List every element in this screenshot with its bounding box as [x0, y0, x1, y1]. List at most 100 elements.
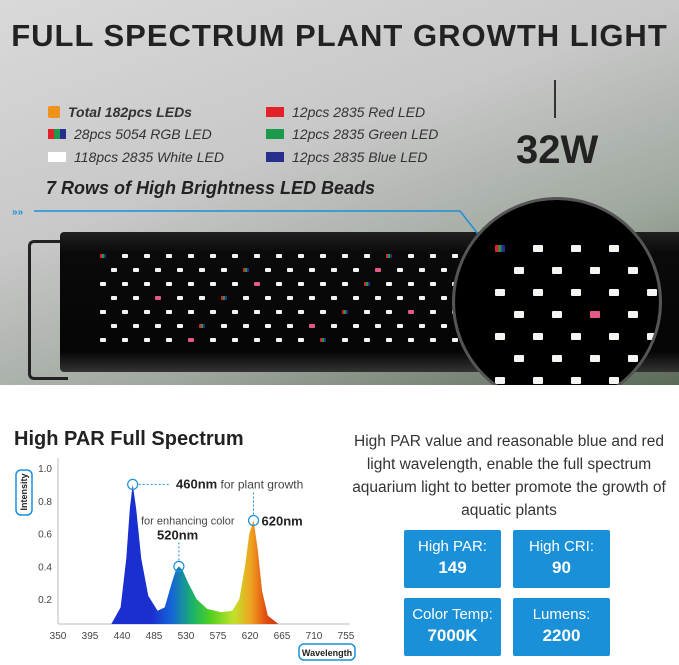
led-bead — [364, 282, 370, 287]
spectrum-chart: 350 395 440 485 530 575 620 665 710 755 0.2 0.4 0.6 0… — [15, 458, 356, 661]
led-bead — [188, 310, 194, 315]
annotation-620: 620nm — [262, 513, 303, 528]
legend-rgb: 28pcs 5054 RGB LED — [48, 126, 212, 142]
led-bead — [647, 377, 657, 384]
led-bead — [144, 282, 150, 287]
led-bead — [590, 311, 600, 318]
led-bead — [647, 245, 657, 252]
led-bead — [397, 296, 403, 301]
led-bead — [265, 296, 271, 301]
legend-red: 12pcs 2835 Red LED — [266, 104, 425, 120]
led-bead — [375, 296, 381, 301]
led-bead — [571, 377, 581, 384]
annotation-520: 520nm — [157, 527, 198, 542]
legend-blue: 12pcs 2835 Blue LED — [266, 149, 427, 165]
led-bead — [254, 282, 260, 287]
x-tick-label: 530 — [178, 631, 195, 642]
wattage: 32W — [516, 128, 599, 172]
led-bead — [514, 311, 524, 318]
green-swatch — [266, 129, 284, 139]
annotation-520-text: for enhancing color — [141, 515, 235, 527]
stat-lumens: Lumens: 2200 — [513, 598, 610, 656]
legend-green: 12pcs 2835 Green LED — [266, 126, 438, 142]
led-bead — [254, 310, 260, 315]
led-bead — [331, 296, 337, 301]
led-bead — [166, 282, 172, 287]
led-bead — [590, 267, 600, 274]
led-bead — [111, 268, 117, 273]
led-bead — [353, 296, 359, 301]
led-bead — [166, 254, 172, 259]
led-bead — [254, 254, 260, 259]
led-bead — [155, 268, 161, 273]
led-bead — [495, 289, 505, 296]
led-bead — [533, 289, 543, 296]
led-bead — [254, 338, 260, 343]
led-bead — [342, 338, 348, 343]
led-bead — [276, 254, 282, 259]
led-bead — [342, 254, 348, 259]
led-bead — [188, 254, 194, 259]
y-tick-label: 0.2 — [38, 595, 52, 606]
led-bead — [452, 254, 458, 259]
x-tick-label: 395 — [82, 631, 99, 642]
led-bead — [166, 310, 172, 315]
pointer-line: »» — [12, 207, 482, 240]
led-bead — [111, 296, 117, 301]
chip-icon — [48, 106, 60, 118]
led-bead — [408, 310, 414, 315]
white-swatch — [48, 152, 66, 162]
led-bead — [364, 310, 370, 315]
blue-swatch — [266, 152, 284, 162]
product-photo: FULL SPECTRUM PLANT GROWTH LIGHT Total 1… — [0, 0, 679, 385]
y-axis-label: Intensity — [19, 473, 29, 510]
led-bead — [309, 296, 315, 301]
led-bead — [287, 268, 293, 273]
led-bead — [232, 282, 238, 287]
led-bead — [111, 324, 117, 329]
led-bead — [375, 324, 381, 329]
led-bead — [320, 282, 326, 287]
led-bead — [430, 310, 436, 315]
x-tick-label: 440 — [114, 631, 131, 642]
led-bead — [243, 268, 249, 273]
led-bead — [609, 289, 619, 296]
led-bead — [133, 324, 139, 329]
led-bead — [441, 268, 447, 273]
chart-title: High PAR Full Spectrum — [14, 428, 244, 450]
led-bead — [609, 333, 619, 340]
led-bead — [298, 338, 304, 343]
rgb-swatch — [48, 129, 66, 139]
magnified-led-view — [452, 197, 662, 385]
led-bead — [199, 324, 205, 329]
led-bead — [276, 310, 282, 315]
x-axis-label: Wavelength — [302, 648, 352, 658]
y-tick-label: 1.0 — [38, 464, 52, 475]
led-bead — [320, 310, 326, 315]
y-label-badge — [15, 469, 33, 516]
led-bead — [199, 268, 205, 273]
led-bead — [590, 355, 600, 362]
led-bead — [386, 282, 392, 287]
red-swatch — [266, 107, 284, 117]
led-bead — [430, 338, 436, 343]
led-bead — [353, 268, 359, 273]
led-bead — [320, 254, 326, 259]
led-bead — [122, 282, 128, 287]
headline: FULL SPECTRUM PLANT GROWTH LIGHT — [11, 18, 668, 53]
stat-color-temp: Color Temp: 7000K — [404, 598, 501, 656]
led-bead — [144, 338, 150, 343]
led-bead — [533, 377, 543, 384]
x-tick-label: 755 — [338, 631, 355, 642]
led-bead — [495, 377, 505, 384]
led-bead — [353, 324, 359, 329]
led-bead — [430, 282, 436, 287]
led-bead — [331, 324, 337, 329]
x-tick-label: 350 — [50, 631, 67, 642]
x-tick-label: 485 — [146, 631, 163, 642]
led-bead — [452, 338, 458, 343]
legend-total: Total 182pcs LEDs — [48, 104, 192, 120]
led-bead — [122, 310, 128, 315]
led-bead — [276, 282, 282, 287]
led-bead — [386, 310, 392, 315]
